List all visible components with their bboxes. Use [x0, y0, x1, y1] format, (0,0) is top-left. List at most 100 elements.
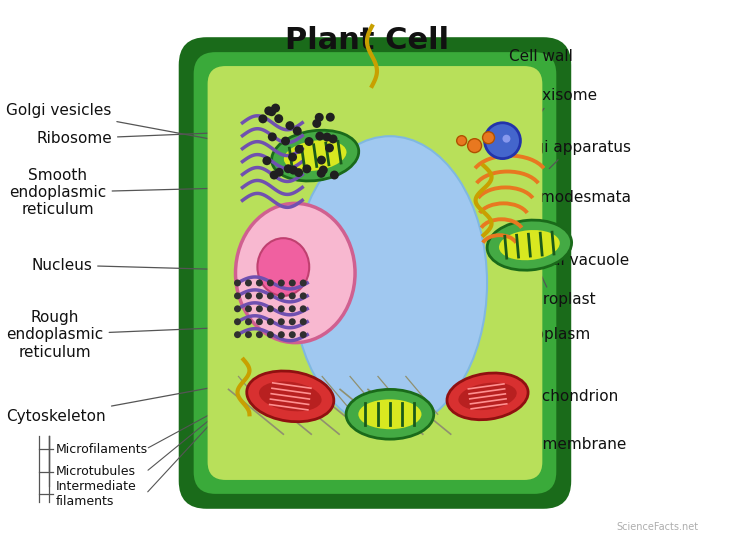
Circle shape [325, 143, 334, 153]
Circle shape [278, 318, 285, 325]
Circle shape [295, 145, 304, 154]
Text: Microtubules: Microtubules [56, 465, 136, 479]
Circle shape [245, 293, 252, 299]
Ellipse shape [359, 399, 421, 429]
FancyBboxPatch shape [207, 66, 542, 480]
Circle shape [288, 153, 297, 161]
Ellipse shape [293, 136, 487, 429]
Ellipse shape [447, 373, 528, 420]
Text: Mitochondrion: Mitochondrion [482, 389, 619, 404]
Circle shape [270, 171, 279, 179]
Circle shape [319, 166, 328, 174]
Text: Golgi vesicles: Golgi vesicles [7, 104, 270, 150]
Text: Golgi apparatus: Golgi apparatus [509, 140, 631, 168]
Text: Cytoplasm: Cytoplasm [492, 325, 591, 342]
Circle shape [271, 104, 280, 112]
Circle shape [503, 135, 511, 143]
Circle shape [256, 293, 263, 299]
Text: Rough
endoplasmic
reticulum: Rough endoplasmic reticulum [7, 310, 242, 360]
Circle shape [234, 331, 241, 338]
Circle shape [289, 293, 295, 299]
FancyBboxPatch shape [179, 37, 571, 509]
Circle shape [302, 165, 312, 173]
Circle shape [245, 318, 252, 325]
Circle shape [323, 132, 331, 142]
Text: Intermediate
filaments: Intermediate filaments [56, 480, 137, 508]
Ellipse shape [487, 220, 572, 270]
Circle shape [285, 121, 295, 130]
Circle shape [315, 113, 323, 122]
Text: Microfilaments: Microfilaments [56, 443, 148, 456]
Circle shape [317, 169, 326, 178]
Circle shape [267, 305, 274, 312]
Circle shape [234, 305, 241, 312]
Circle shape [267, 318, 274, 325]
Circle shape [256, 305, 263, 312]
Circle shape [483, 132, 495, 144]
Text: Cell membrane: Cell membrane [473, 429, 627, 452]
Ellipse shape [259, 382, 322, 411]
Circle shape [268, 107, 276, 116]
Text: Chloroplast: Chloroplast [509, 253, 596, 307]
Text: Peroxisome: Peroxisome [509, 88, 598, 138]
Circle shape [262, 156, 271, 165]
Text: Ribosome: Ribosome [36, 131, 265, 146]
Circle shape [267, 331, 274, 338]
Circle shape [234, 280, 241, 287]
Circle shape [289, 305, 295, 312]
Circle shape [275, 168, 284, 177]
Circle shape [234, 318, 241, 325]
Circle shape [278, 293, 285, 299]
Circle shape [289, 280, 295, 287]
Circle shape [267, 280, 274, 287]
Circle shape [330, 171, 339, 179]
Circle shape [456, 136, 467, 146]
Ellipse shape [459, 383, 517, 410]
Ellipse shape [272, 130, 359, 181]
Circle shape [467, 138, 481, 153]
Circle shape [278, 331, 285, 338]
Circle shape [300, 293, 306, 299]
FancyBboxPatch shape [193, 52, 556, 494]
Circle shape [267, 293, 274, 299]
Circle shape [315, 132, 324, 141]
Text: Plasmodesmata: Plasmodesmata [492, 190, 631, 205]
Circle shape [317, 155, 326, 165]
Text: Plant Cell: Plant Cell [285, 26, 449, 55]
Circle shape [245, 280, 252, 287]
Text: Central vacuole: Central vacuole [487, 252, 630, 268]
Circle shape [294, 168, 303, 177]
Circle shape [300, 331, 306, 338]
Circle shape [274, 114, 283, 123]
Circle shape [289, 318, 295, 325]
Circle shape [326, 113, 334, 122]
Circle shape [278, 280, 285, 287]
Ellipse shape [499, 230, 560, 261]
Circle shape [304, 137, 314, 146]
Circle shape [256, 318, 263, 325]
Circle shape [245, 305, 252, 312]
Circle shape [312, 119, 321, 128]
Circle shape [281, 137, 290, 146]
Circle shape [284, 164, 293, 173]
Circle shape [289, 166, 298, 174]
Circle shape [484, 123, 520, 159]
Circle shape [256, 280, 263, 287]
Ellipse shape [346, 389, 434, 439]
Ellipse shape [247, 371, 334, 422]
Circle shape [329, 135, 337, 143]
Text: Cell wall: Cell wall [492, 49, 573, 72]
Ellipse shape [235, 203, 355, 343]
Text: Nucleus: Nucleus [32, 258, 237, 272]
Circle shape [245, 331, 252, 338]
Circle shape [300, 280, 306, 287]
Ellipse shape [257, 238, 309, 296]
Circle shape [278, 305, 285, 312]
Circle shape [265, 106, 273, 116]
Ellipse shape [284, 140, 346, 171]
Circle shape [256, 331, 263, 338]
Circle shape [268, 132, 277, 141]
Text: Cytoskeleton: Cytoskeleton [7, 385, 226, 424]
Text: ScienceFacts.net: ScienceFacts.net [617, 522, 699, 532]
Circle shape [234, 293, 241, 299]
